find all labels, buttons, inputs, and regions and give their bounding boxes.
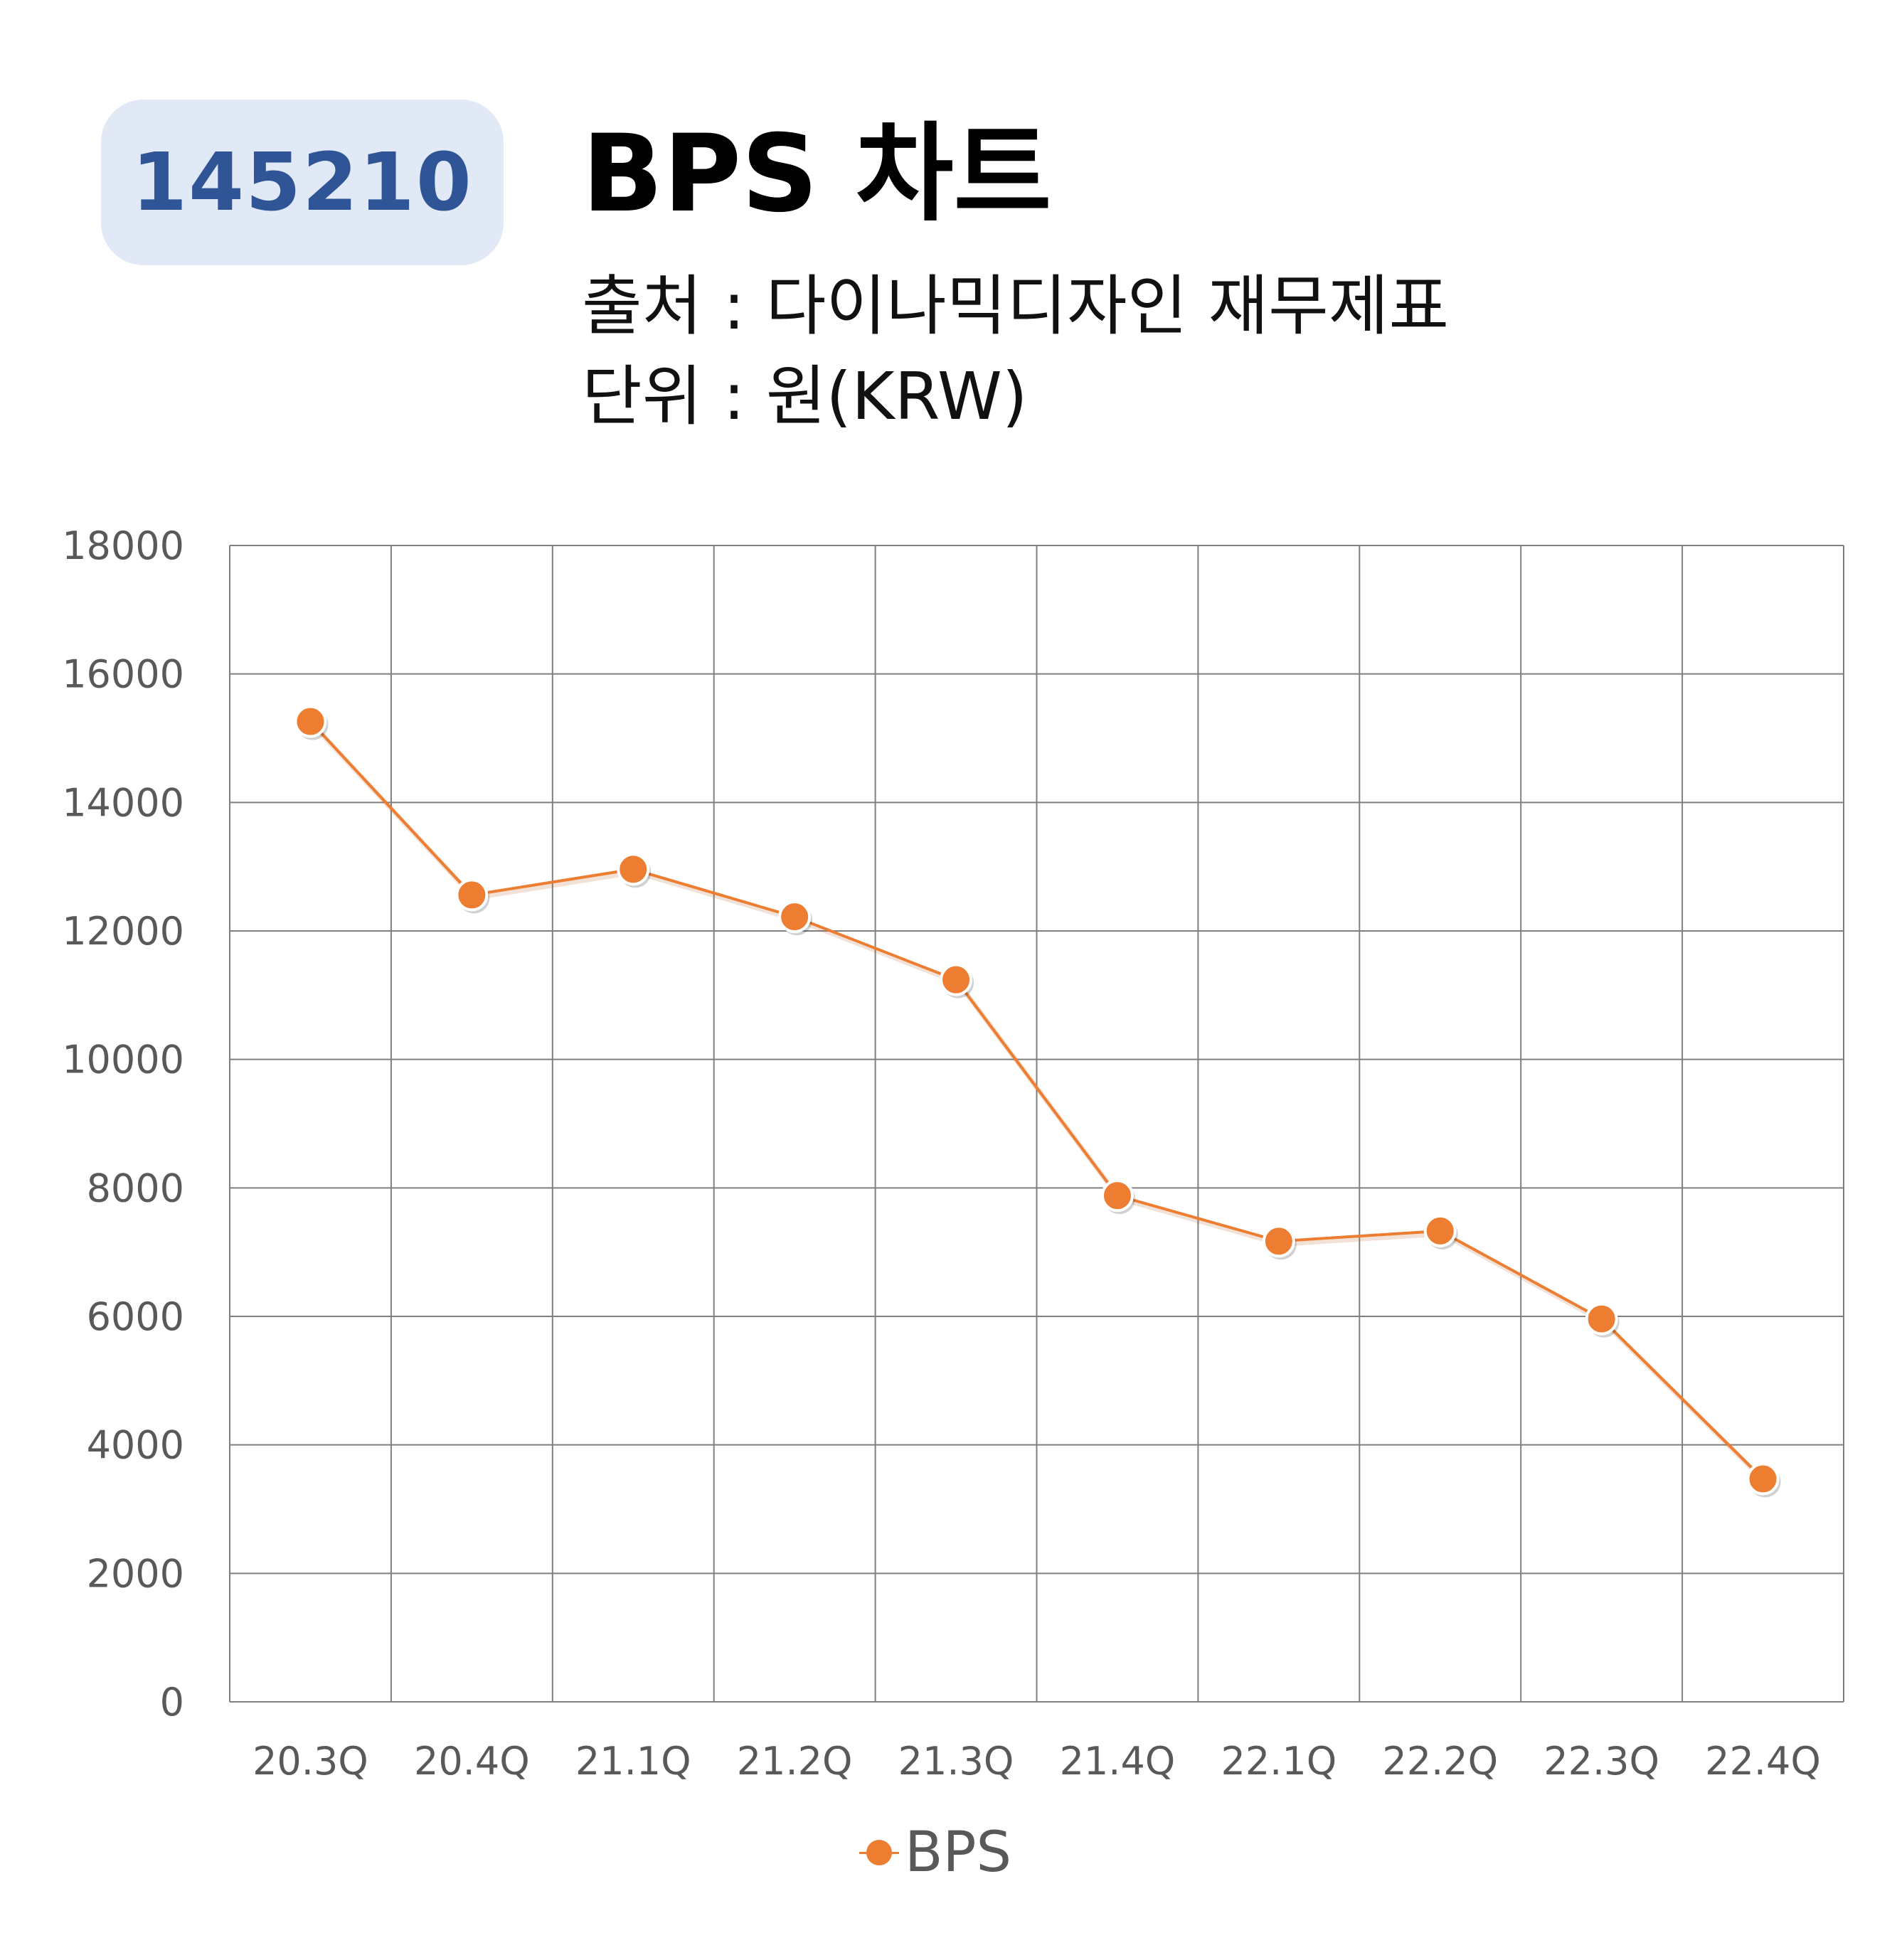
x-tick-label: 22.4Q bbox=[1705, 1739, 1821, 1784]
y-tick-label: 14000 bbox=[62, 780, 184, 825]
chart-legend: BPS bbox=[859, 1821, 1011, 1885]
y-tick-label: 0 bbox=[160, 1680, 184, 1725]
series-line-bps bbox=[309, 720, 1764, 1480]
data-point bbox=[1585, 1302, 1618, 1336]
bps-line-chart: 0 2000 4000 6000 8000 10000 12000 14000 16000 180… bbox=[62, 523, 1844, 1784]
data-point bbox=[455, 878, 489, 912]
series-line-shadow bbox=[310, 723, 1768, 1484]
data-point bbox=[617, 853, 650, 886]
data-point bbox=[1100, 1179, 1134, 1213]
stock-code: 145210 bbox=[132, 136, 473, 229]
x-tick-label: 21.1Q bbox=[575, 1739, 691, 1784]
unit-line: 단위 : 원(KRW) bbox=[582, 358, 1028, 435]
data-point bbox=[1262, 1225, 1295, 1258]
x-tick-label: 21.2Q bbox=[737, 1739, 853, 1784]
y-tick-label: 16000 bbox=[62, 652, 184, 697]
chart-title: BPS 차트 bbox=[582, 112, 1052, 236]
source-line: 출처 : 다이나믹디자인 재무제표 bbox=[582, 268, 1450, 344]
data-point bbox=[1423, 1214, 1457, 1247]
x-tick-label: 20.4Q bbox=[414, 1739, 530, 1784]
y-tick-label: 10000 bbox=[62, 1038, 184, 1082]
y-tick-label: 4000 bbox=[87, 1423, 184, 1468]
data-point bbox=[294, 705, 327, 738]
data-point bbox=[1746, 1462, 1780, 1496]
x-tick-label: 20.3Q bbox=[253, 1739, 368, 1784]
legend-marker-icon bbox=[859, 1838, 899, 1867]
y-tick-label: 12000 bbox=[62, 909, 184, 954]
legend-label-bps: BPS bbox=[905, 1821, 1012, 1885]
x-tick-label: 21.3Q bbox=[898, 1739, 1014, 1784]
data-point bbox=[778, 900, 812, 934]
data-point bbox=[940, 963, 973, 996]
x-tick-label: 22.2Q bbox=[1382, 1739, 1498, 1784]
x-tick-label: 22.3Q bbox=[1543, 1739, 1659, 1784]
stock-code-badge: 145210 bbox=[101, 100, 504, 265]
y-tick-label: 18000 bbox=[62, 523, 184, 568]
x-tick-label: 22.1Q bbox=[1221, 1739, 1337, 1784]
y-tick-label: 8000 bbox=[87, 1166, 184, 1210]
y-tick-label: 6000 bbox=[87, 1294, 184, 1339]
y-tick-label: 2000 bbox=[87, 1551, 184, 1596]
x-tick-label: 21.4Q bbox=[1060, 1739, 1176, 1784]
